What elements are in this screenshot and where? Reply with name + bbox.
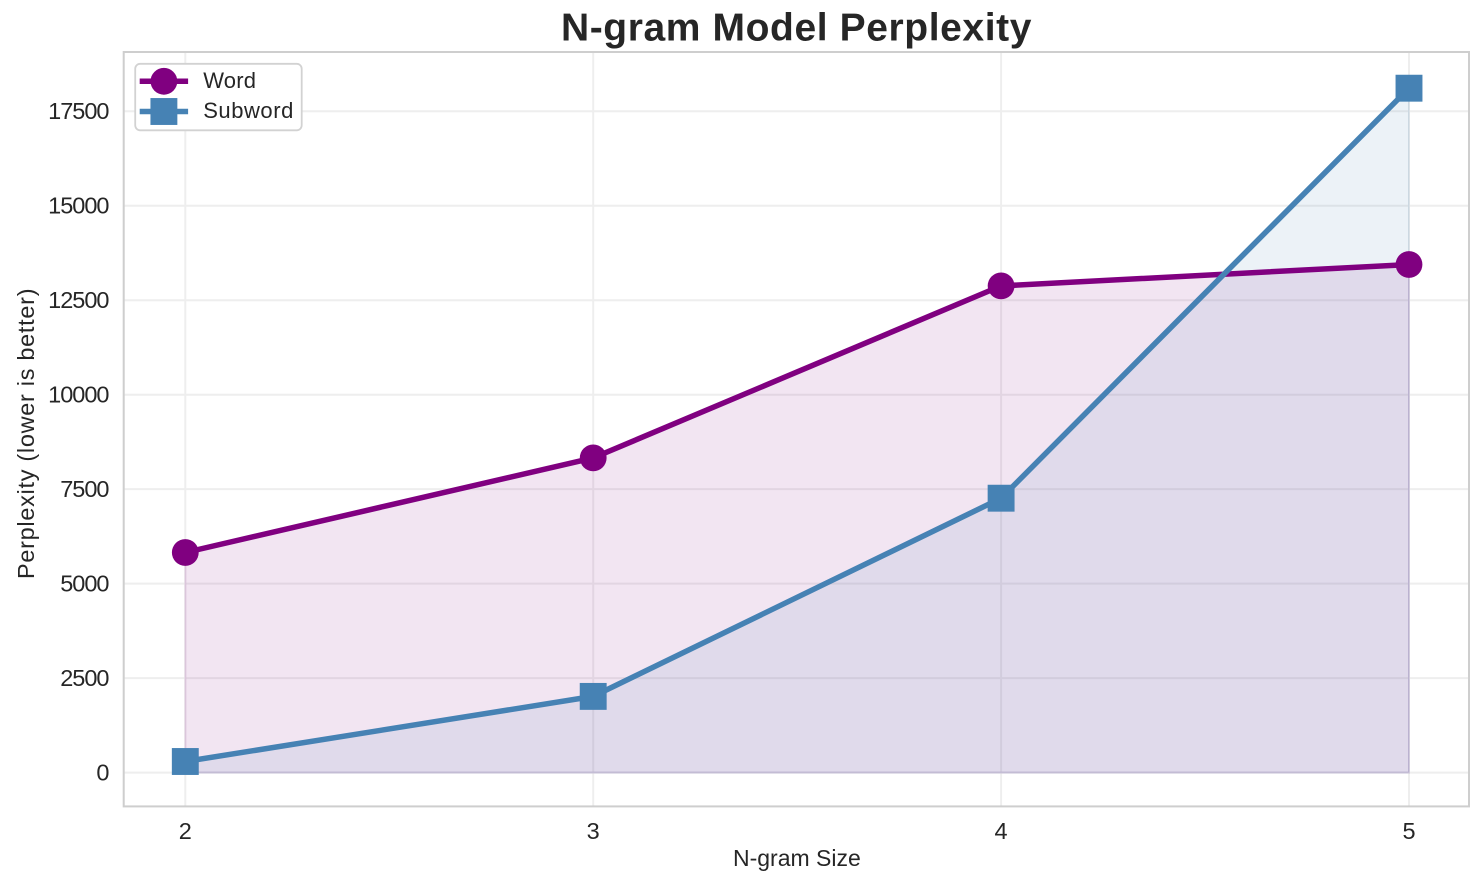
svg-text:2: 2	[179, 818, 192, 844]
svg-text:Subword: Subword	[203, 98, 294, 123]
svg-text:2500: 2500	[60, 665, 109, 691]
svg-text:12500: 12500	[48, 287, 109, 313]
svg-text:0: 0	[96, 760, 109, 786]
svg-text:5: 5	[1402, 818, 1415, 844]
svg-text:15000: 15000	[48, 193, 109, 219]
svg-text:Word: Word	[203, 68, 256, 93]
svg-text:3: 3	[587, 818, 600, 844]
svg-text:N-gram Size: N-gram Size	[733, 845, 861, 871]
svg-text:N-gram Model Perplexity: N-gram Model Perplexity	[561, 6, 1032, 49]
svg-text:5000: 5000	[60, 571, 109, 597]
svg-text:7500: 7500	[60, 476, 109, 502]
svg-text:4: 4	[995, 818, 1008, 844]
svg-text:17500: 17500	[48, 98, 109, 124]
svg-text:10000: 10000	[48, 382, 109, 408]
svg-text:Perplexity (lower is better): Perplexity (lower is better)	[13, 288, 39, 579]
